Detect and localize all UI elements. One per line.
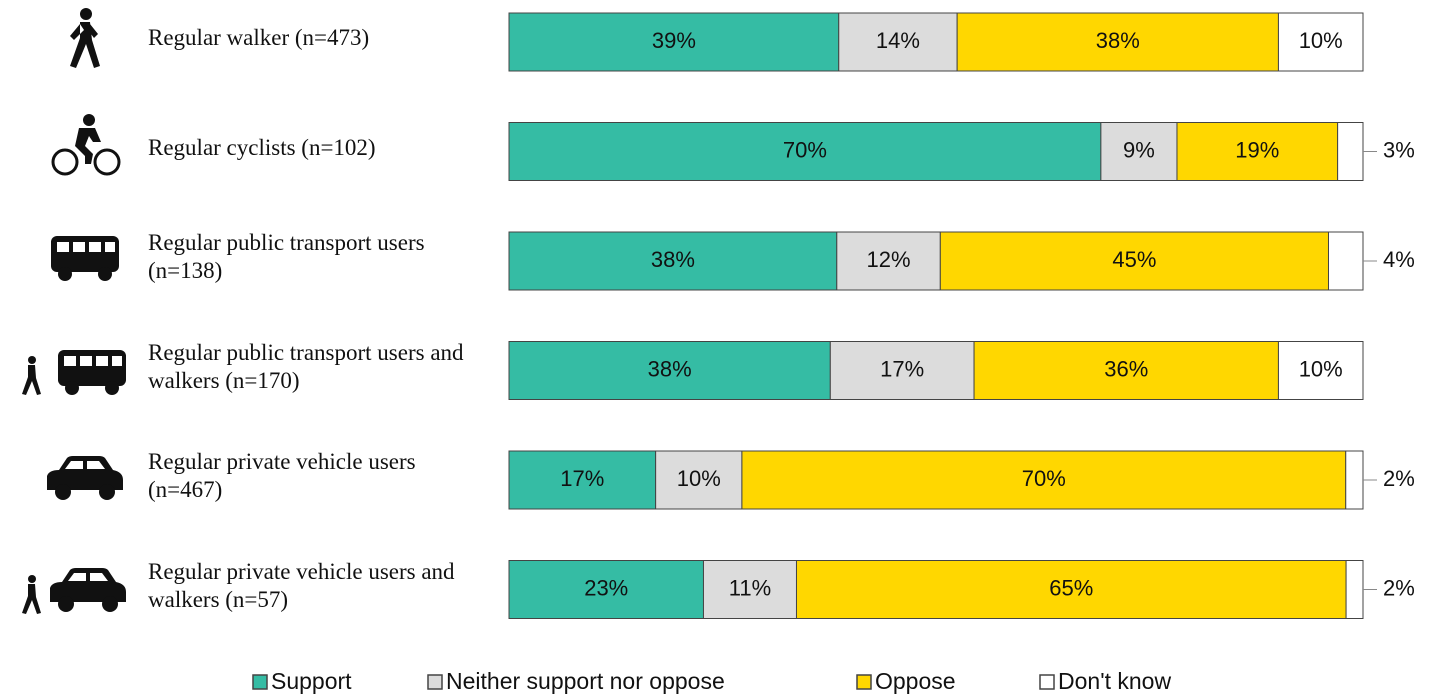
bar-segment [702, 560, 797, 619]
value-label: 14% [876, 28, 920, 53]
legend-swatch [1039, 674, 1055, 690]
bar-segment [1345, 560, 1364, 619]
value-label: 17% [560, 466, 604, 491]
bar-segment [1100, 122, 1178, 181]
bus-icon [51, 236, 119, 281]
bar-segment [1327, 231, 1364, 291]
bar-segment [1345, 450, 1364, 510]
value-label: 23% [584, 575, 628, 600]
legend-swatch [252, 674, 268, 690]
category-label: Regular cyclists (n=102) [148, 134, 376, 160]
value-label: 17% [880, 356, 924, 381]
legend-swatch [856, 674, 872, 690]
category-label: Regular public transport users (n=138) [148, 230, 425, 283]
bar-segment [795, 560, 1347, 619]
bar-segment [508, 122, 1102, 181]
bar-segment [956, 12, 1279, 72]
category-label: Regular private vehicle users (n=467) [148, 449, 416, 502]
bar-segment [1277, 341, 1364, 400]
value-label: 11% [729, 575, 771, 600]
value-label: 4% [1383, 247, 1415, 272]
value-label: 65% [1049, 575, 1093, 600]
icons [22, 8, 126, 614]
value-label: 36% [1104, 356, 1148, 381]
value-label: 9% [1123, 137, 1155, 162]
walker-icon [70, 8, 100, 68]
value-label: 12% [867, 247, 911, 272]
value-label: 19% [1235, 137, 1279, 162]
value-label: 38% [648, 356, 692, 381]
legend-swatch [427, 674, 443, 690]
category-label: Regular public transport users and walke… [148, 339, 464, 393]
value-label: 2% [1383, 466, 1415, 491]
category-label: Regular private vehicle users and walker… [148, 558, 455, 612]
cyclist-icon [51, 114, 121, 176]
category-label: Regular walker (n=473) [148, 25, 370, 50]
car-icon [47, 456, 123, 500]
legend-label: Oppose [875, 668, 956, 694]
bar-segment [508, 450, 657, 510]
value-label: 10% [677, 466, 721, 491]
legend-label: Support [271, 668, 352, 694]
walker-bus-icon [22, 356, 41, 395]
value-label: 38% [651, 247, 695, 272]
value-label: 70% [1022, 466, 1066, 491]
value-label: 38% [1096, 28, 1140, 53]
value-label: 10% [1299, 356, 1343, 381]
bar-segment [939, 231, 1329, 291]
value-label: 39% [652, 28, 696, 53]
bar-segment [1337, 122, 1364, 181]
bar-segment [508, 231, 838, 291]
value-label: 10% [1299, 28, 1343, 53]
walker-car-icon [22, 575, 41, 614]
car-icon [50, 568, 126, 612]
legend-label: Neither support nor oppose [446, 668, 725, 694]
bar-segment [838, 12, 958, 72]
bar-segment [741, 450, 1347, 510]
bar-segment [508, 560, 704, 619]
bar-segment [1277, 12, 1364, 72]
value-label: 2% [1383, 575, 1415, 600]
bar-segment [508, 12, 840, 72]
bar-segment [1176, 122, 1339, 181]
value-label: 45% [1112, 247, 1156, 272]
legend-label: Don't know [1058, 668, 1171, 694]
bus-icon [58, 350, 126, 395]
value-label: 3% [1383, 137, 1415, 162]
value-label: 70% [783, 137, 827, 162]
bar-segment [829, 341, 975, 400]
